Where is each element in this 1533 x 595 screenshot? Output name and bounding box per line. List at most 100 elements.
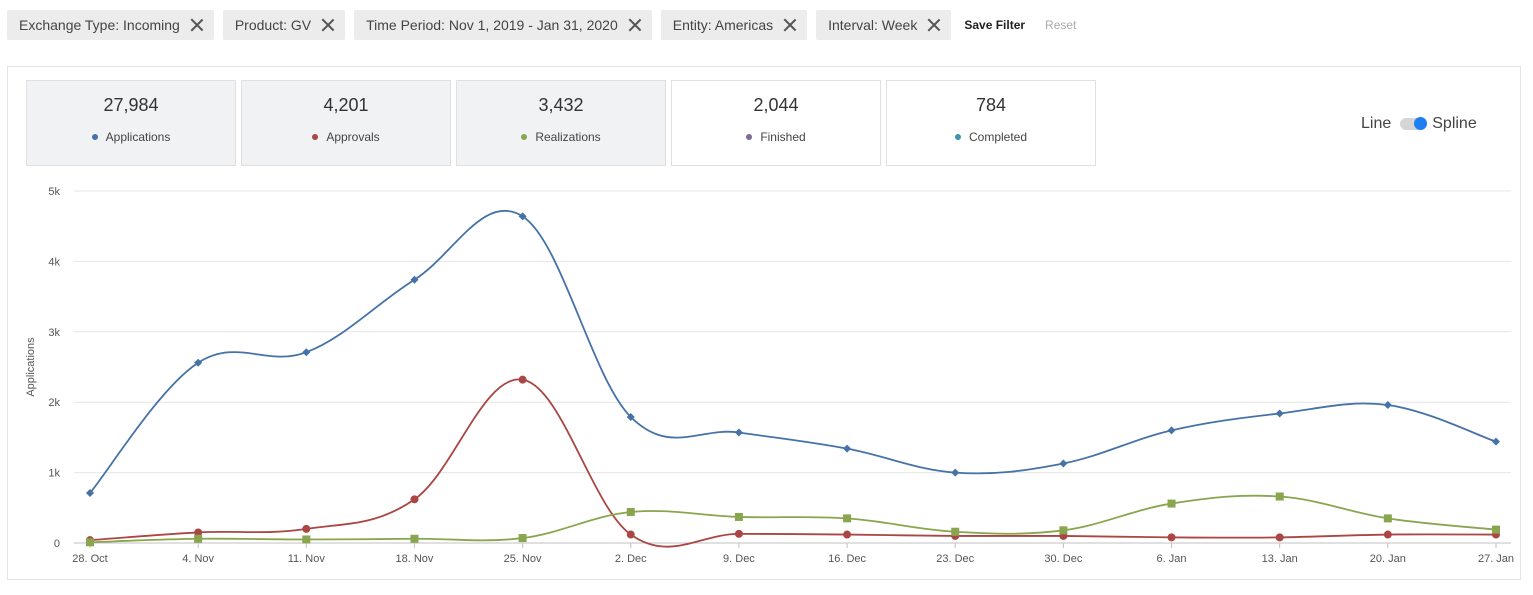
legend-dot-icon bbox=[521, 134, 528, 140]
data-point-applications bbox=[86, 489, 94, 498]
data-point-realizations bbox=[1059, 526, 1068, 535]
legend-dot-icon bbox=[746, 134, 753, 140]
data-point-realizations bbox=[1167, 499, 1176, 508]
x-tick-label: 25. Nov bbox=[504, 553, 542, 565]
x-tick-label: 13. Jan bbox=[1262, 553, 1298, 565]
filter-chip-label: Product: GV bbox=[234, 17, 312, 33]
filter-chip-label: Interval: Week bbox=[828, 17, 918, 33]
y-tick-label: 3k bbox=[48, 327, 60, 339]
y-tick-label: 2k bbox=[48, 397, 60, 409]
data-point-approvals bbox=[1275, 533, 1284, 542]
legend-dot-icon bbox=[91, 134, 98, 140]
filter-chip-interval[interactable]: Interval: Week bbox=[816, 10, 952, 40]
data-point-realizations bbox=[1275, 492, 1284, 501]
data-point-realizations bbox=[302, 535, 311, 544]
data-point-realizations bbox=[518, 534, 527, 543]
x-tick-label: 23. Dec bbox=[936, 553, 974, 565]
stat-value: 27,984 bbox=[103, 95, 159, 115]
data-point-applications bbox=[410, 275, 419, 284]
filter-bar: Exchange Type: Incoming Product: GV Time… bbox=[7, 10, 1076, 40]
x-tick-label: 4. Nov bbox=[182, 553, 214, 565]
data-point-approvals bbox=[1383, 530, 1392, 539]
data-point-applications bbox=[734, 428, 743, 437]
line-spline-toggle: Line Spline bbox=[1361, 115, 1477, 133]
x-tick-label: 6. Jan bbox=[1157, 553, 1187, 565]
chart-panel: 27,984 Applications 4,201 Approvals 3,43… bbox=[7, 66, 1521, 580]
toggle-label-line[interactable]: Line bbox=[1361, 115, 1392, 132]
filter-chip-label: Entity: Americas bbox=[672, 17, 774, 33]
data-point-realizations bbox=[410, 534, 419, 543]
series-line-applications bbox=[89, 209, 1497, 494]
stat-card-realizations[interactable]: 3,432 Realizations bbox=[456, 80, 666, 166]
data-point-approvals bbox=[734, 529, 743, 538]
stat-card-applications[interactable]: 27,984 Applications bbox=[26, 80, 236, 166]
data-point-applications bbox=[1275, 409, 1284, 418]
filter-chip-product[interactable]: Product: GV bbox=[222, 10, 346, 40]
toggle-knob[interactable] bbox=[1414, 117, 1428, 130]
stat-label: Realizations bbox=[535, 130, 601, 144]
x-tick-label: 2. Dec bbox=[615, 553, 647, 565]
data-point-realizations bbox=[626, 508, 635, 517]
data-point-approvals bbox=[302, 524, 311, 533]
stat-value: 2,044 bbox=[753, 95, 799, 115]
toggle-switch[interactable] bbox=[1400, 117, 1428, 130]
stats-row: 27,984 Applications 4,201 Approvals 3,43… bbox=[26, 80, 1101, 166]
filter-chip-exchange-type[interactable]: Exchange Type: Incoming bbox=[7, 10, 214, 40]
stat-card-completed[interactable]: 784 Completed bbox=[886, 80, 1096, 166]
close-icon[interactable] bbox=[628, 18, 642, 32]
stat-card-approvals[interactable]: 4,201 Approvals bbox=[241, 80, 451, 166]
data-point-applications bbox=[843, 444, 852, 453]
filter-chip-entity[interactable]: Entity: Americas bbox=[660, 10, 808, 40]
x-tick-label: 20. Jan bbox=[1370, 553, 1406, 565]
data-point-approvals bbox=[626, 530, 635, 539]
data-point-applications bbox=[951, 468, 960, 477]
save-filter-button[interactable]: Save Filter bbox=[964, 18, 1026, 32]
data-point-applications bbox=[1383, 401, 1392, 410]
stat-card-finished[interactable]: 2,044 Finished bbox=[671, 80, 881, 166]
data-point-approvals bbox=[843, 530, 852, 539]
data-point-realizations bbox=[734, 512, 743, 521]
data-point-approvals bbox=[194, 528, 203, 537]
close-icon[interactable] bbox=[190, 18, 204, 32]
data-point-approvals bbox=[1167, 533, 1176, 542]
x-tick-label: 18. Nov bbox=[396, 553, 434, 565]
x-tick-label: 27. Jan bbox=[1478, 553, 1514, 565]
y-axis-label: Applications bbox=[25, 337, 37, 397]
y-tick-label: 5k bbox=[48, 186, 60, 198]
close-icon[interactable] bbox=[321, 18, 335, 32]
data-point-realizations bbox=[194, 534, 203, 543]
legend-dot-icon bbox=[954, 134, 961, 140]
data-point-applications bbox=[1492, 437, 1500, 446]
filter-chip-time-period[interactable]: Time Period: Nov 1, 2019 - Jan 31, 2020 bbox=[354, 10, 652, 40]
x-tick-label: 30. Dec bbox=[1044, 553, 1082, 565]
data-point-applications bbox=[518, 212, 527, 221]
data-point-realizations bbox=[951, 527, 960, 536]
data-point-approvals bbox=[518, 375, 527, 384]
data-point-applications bbox=[302, 348, 311, 357]
x-tick-label: 11. Nov bbox=[288, 553, 326, 565]
data-point-realizations bbox=[1492, 525, 1500, 534]
toggle-label-spline[interactable]: Spline bbox=[1432, 115, 1477, 132]
stat-label: Applications bbox=[105, 130, 171, 144]
data-point-applications bbox=[626, 412, 635, 421]
legend-dot-icon bbox=[312, 134, 319, 140]
stat-label: Finished bbox=[760, 130, 806, 144]
filter-chip-label: Time Period: Nov 1, 2019 - Jan 31, 2020 bbox=[366, 17, 618, 33]
close-icon[interactable] bbox=[783, 18, 797, 32]
filter-chip-label: Exchange Type: Incoming bbox=[19, 17, 180, 33]
close-icon[interactable] bbox=[927, 18, 941, 32]
data-point-approvals bbox=[410, 495, 419, 504]
reset-button[interactable]: Reset bbox=[1045, 18, 1077, 32]
stat-value: 784 bbox=[975, 95, 1007, 115]
line-chart: 0 1k 2k 3k 4k 5k Applications 28. Oct 4. Nov 11. … bbox=[25, 186, 1514, 565]
stat-label: Completed bbox=[968, 130, 1028, 144]
stat-label: Approvals bbox=[326, 130, 380, 144]
data-point-realizations bbox=[1383, 514, 1392, 523]
stat-value: 4,201 bbox=[323, 95, 369, 115]
x-tick-label: 16. Dec bbox=[828, 553, 866, 565]
x-tick-label: 9. Dec bbox=[723, 553, 755, 565]
data-point-applications bbox=[1167, 426, 1176, 435]
y-tick-label: 1k bbox=[48, 468, 60, 480]
series-line-approvals bbox=[89, 378, 1497, 548]
y-tick-label: 4k bbox=[48, 256, 60, 268]
